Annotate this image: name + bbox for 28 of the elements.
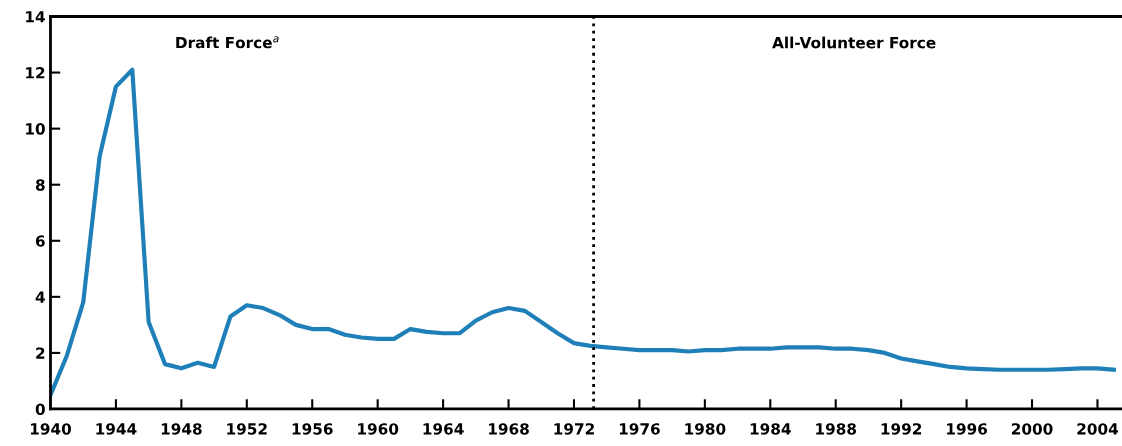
annotation: Draft Force$^{a}$	[176, 36, 279, 49]
line-series	[50, 67, 1116, 398]
x-tick-label: 1992	[881, 423, 922, 435]
x-tick-label: 1940	[30, 423, 72, 435]
x-tick-label: 1948	[161, 423, 202, 435]
y-tick-label: 12	[26, 67, 45, 79]
x-tick-label: 1944	[96, 423, 137, 435]
x-tick-label: 2000	[1011, 423, 1053, 435]
y-tick-label: 14	[26, 11, 45, 23]
y-tick-label: 4	[35, 291, 45, 303]
x-tick-label: 1964	[423, 423, 464, 435]
x-tick-label: 2004	[1077, 423, 1119, 435]
x-tick-label: 1960	[358, 423, 399, 435]
y-tick-label: 10	[26, 123, 45, 135]
x-tick-label: 1952	[227, 423, 267, 435]
annotation: All-Volunteer Force	[772, 36, 936, 49]
x-tick-label: 1956	[292, 423, 333, 435]
y-tick-label: 8	[35, 179, 45, 191]
x-tick-label: 1996	[947, 423, 988, 435]
x-tick-label: 1988	[816, 423, 857, 435]
x-tick-label: 1976	[619, 423, 660, 435]
y-tick-label: 0	[35, 403, 45, 415]
y-tick-label: 6	[35, 235, 45, 247]
x-tick-label: 1968	[489, 423, 529, 435]
x-tick-label: 1972	[554, 423, 594, 435]
x-tick-label: 1980	[685, 423, 726, 435]
x-tick-label: 1984	[750, 423, 791, 435]
y-tick-label: 2	[36, 347, 45, 359]
